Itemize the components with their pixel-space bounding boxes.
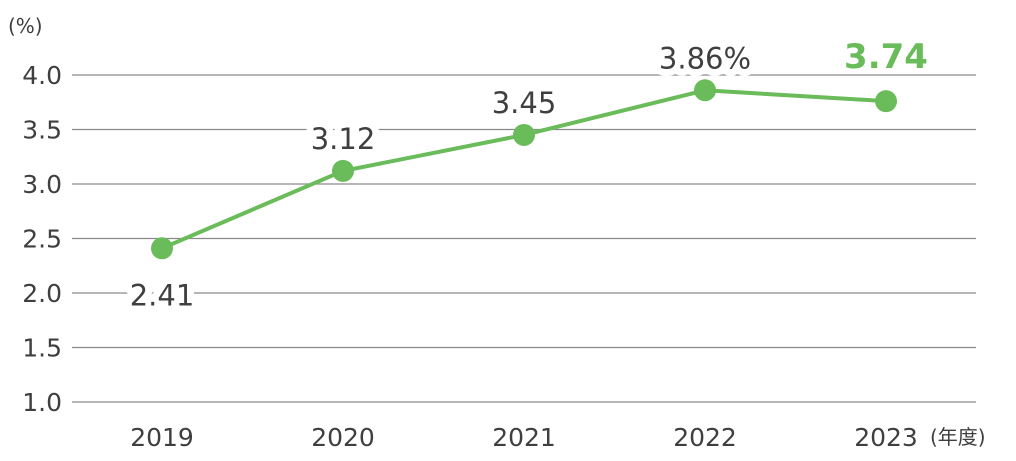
data-label-2021: 3.45 <box>492 86 557 120</box>
x-tick-label: 2021 <box>492 423 556 452</box>
y-axis: 1.0 1.5 2.0 2.5 3.0 3.5 4.0 <box>22 61 62 417</box>
x-tick-label: 2023 <box>854 423 918 452</box>
data-label-2022: 3.86% <box>659 41 751 75</box>
y-tick-label: 3.5 <box>22 116 62 145</box>
y-tick-label: 4.0 <box>22 61 62 90</box>
series-line <box>151 79 897 260</box>
data-labels: 2.41 3.12 3.45 3.86% 3.74 <box>123 34 928 319</box>
data-point-2020 <box>332 159 354 182</box>
x-tick-label: 2019 <box>130 423 194 452</box>
x-tick-label: 2022 <box>673 423 737 452</box>
data-label-2023: 3.74 <box>844 37 928 77</box>
data-point-2021 <box>513 123 535 146</box>
y-unit-label: (%) <box>8 14 43 38</box>
y-tick-label: 3.0 <box>22 170 62 199</box>
y-tick-label: 2.5 <box>22 225 62 254</box>
x-unit-label: (年度) <box>930 425 986 449</box>
data-label-2019: 2.41 <box>130 278 195 312</box>
data-point-2023 <box>875 90 897 113</box>
x-axis: 2019 2020 2021 2022 2023 <box>130 423 918 452</box>
y-tick-label: 2.0 <box>22 279 62 308</box>
data-label-2020: 3.12 <box>311 122 376 156</box>
x-tick-label: 2020 <box>311 423 375 452</box>
y-tick-label: 1.5 <box>22 334 62 363</box>
y-tick-label: 1.0 <box>22 388 62 417</box>
data-point-2019 <box>151 237 173 260</box>
data-point-2022 <box>694 79 716 102</box>
